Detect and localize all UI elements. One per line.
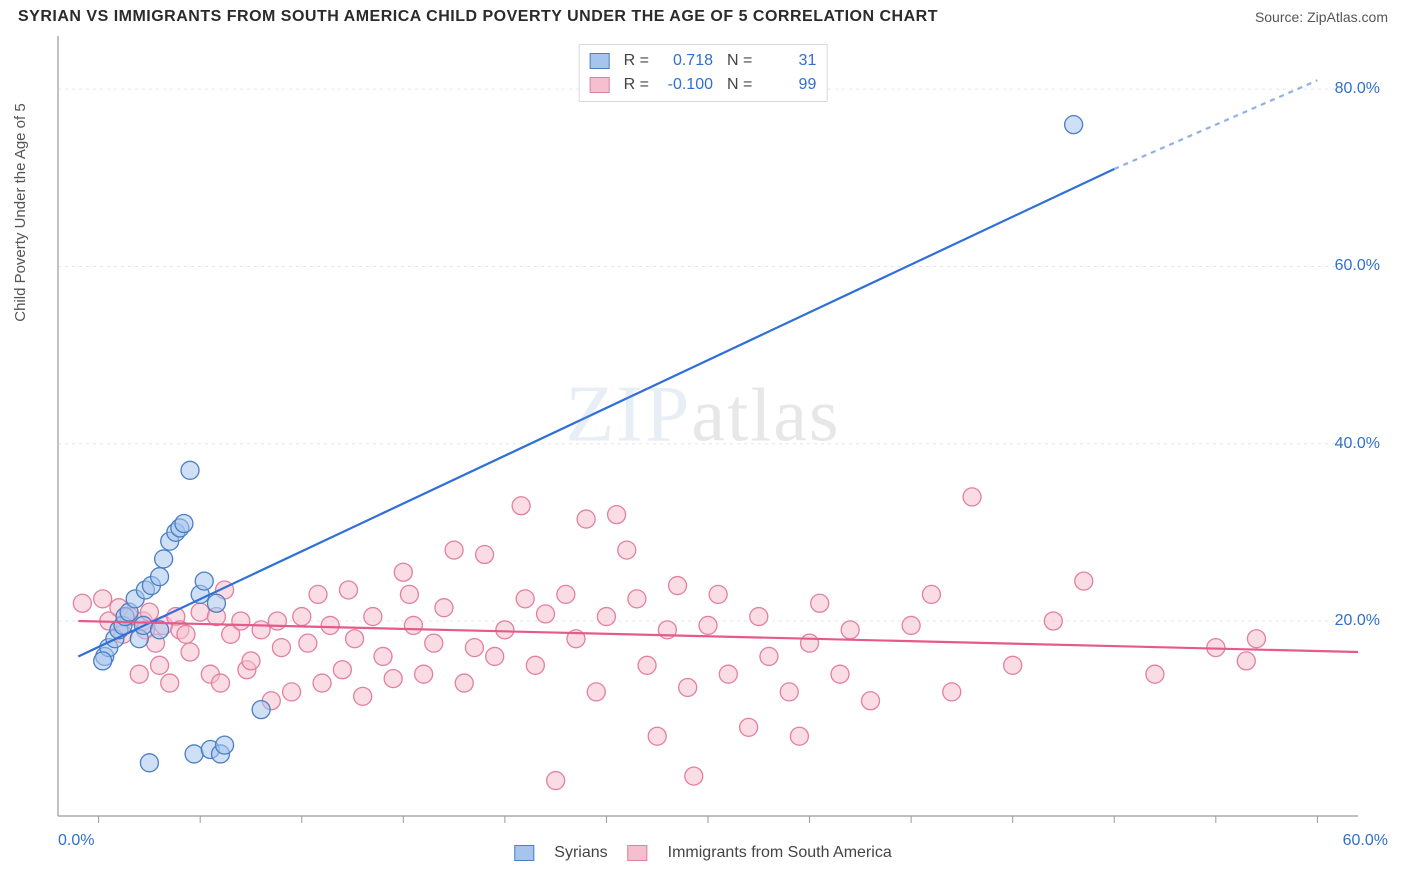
y-tick-label: 80.0% <box>1335 80 1380 98</box>
correlation-legend: R = 0.718 N = 31 R = -0.100 N = 99 <box>579 44 828 102</box>
y-tick-label: 60.0% <box>1335 257 1380 275</box>
swatch-immigrants <box>590 77 610 93</box>
legend-row-immigrants: R = -0.100 N = 99 <box>590 73 817 97</box>
scatter-plot <box>18 36 1378 826</box>
legend-row-syrians: R = 0.718 N = 31 <box>590 49 817 73</box>
chart-container: Child Poverty Under the Age of 5 ZIPatla… <box>18 36 1388 826</box>
series-label-immigrants: Immigrants from South America <box>668 844 892 862</box>
y-axis-title: Child Poverty Under the Age of 5 <box>12 103 29 321</box>
chart-title: SYRIAN VS IMMIGRANTS FROM SOUTH AMERICA … <box>18 8 938 26</box>
swatch-syrians <box>590 53 610 69</box>
y-tick-label: 40.0% <box>1335 435 1380 453</box>
series-label-syrians: Syrians <box>554 844 607 862</box>
y-tick-label: 20.0% <box>1335 612 1380 630</box>
source-citation: Source: ZipAtlas.com <box>1255 9 1388 25</box>
swatch-syrians-bottom <box>514 845 534 861</box>
swatch-immigrants-bottom <box>628 845 648 861</box>
series-legend: Syrians Immigrants from South America <box>514 844 891 862</box>
x-min-label: 0.0% <box>58 832 94 850</box>
chart-header: SYRIAN VS IMMIGRANTS FROM SOUTH AMERICA … <box>0 0 1406 32</box>
x-max-label: 60.0% <box>1343 832 1388 850</box>
